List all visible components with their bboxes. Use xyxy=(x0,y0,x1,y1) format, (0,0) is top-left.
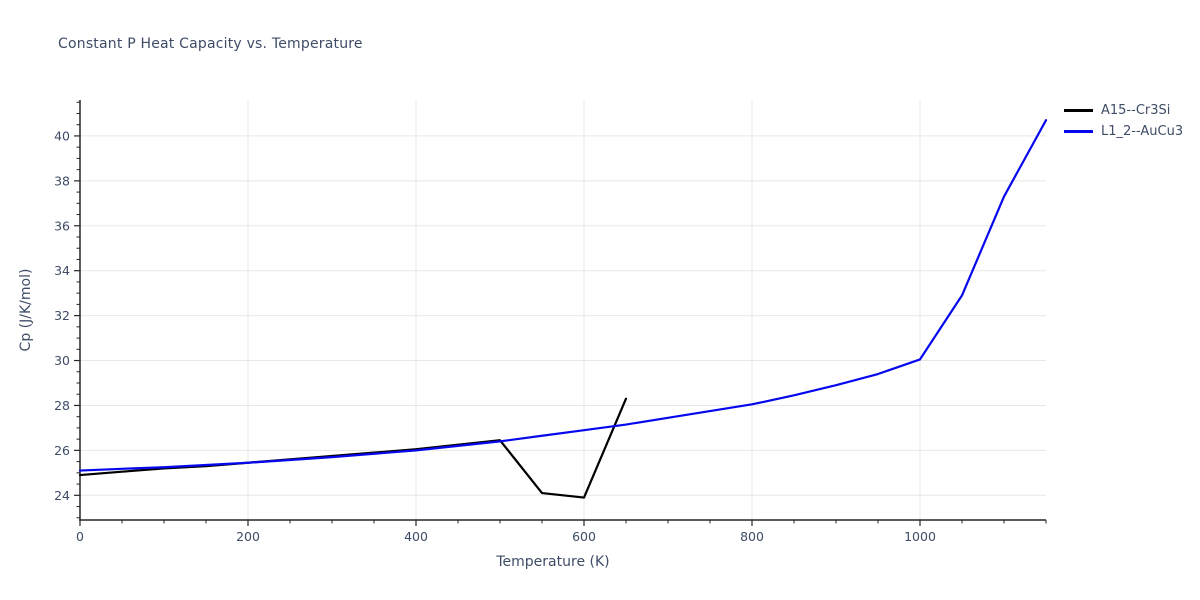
legend-entry: A15--Cr3Si xyxy=(1064,103,1183,118)
legend-line-swatch xyxy=(1064,130,1093,133)
y-tick-label-24: 24 xyxy=(54,488,70,503)
y-tick-label-28: 28 xyxy=(54,398,70,413)
series-line-L1-2-AuCu3 xyxy=(78,119,1048,472)
legend-entry: L1_2--AuCu3 xyxy=(1064,124,1183,139)
x-tick-label-0: 0 xyxy=(76,529,84,544)
y-tick-label-34: 34 xyxy=(54,263,70,278)
y-axis-title: Cp (J/K/mol) xyxy=(18,268,34,352)
x-axis-title: Temperature (K) xyxy=(496,554,610,570)
x-tick-label-800: 800 xyxy=(740,529,764,544)
y-tick-label-30: 30 xyxy=(54,353,70,368)
x-tick-label-1000: 1000 xyxy=(904,529,936,544)
chart-title: Constant P Heat Capacity vs. Temperature xyxy=(58,36,363,52)
x-tick-label-600: 600 xyxy=(572,529,596,544)
y-tick-label-40: 40 xyxy=(54,128,70,143)
legend: A15--Cr3Si L1_2--AuCu3 xyxy=(1064,103,1183,139)
x-tick-label-200: 200 xyxy=(236,529,260,544)
series-line-A15-Cr3Si xyxy=(78,397,628,499)
y-tick-label-32: 32 xyxy=(54,308,70,323)
legend-label: A15--Cr3Si xyxy=(1101,103,1171,118)
y-tick-label-38: 38 xyxy=(54,173,70,188)
legend-line-swatch xyxy=(1064,109,1093,112)
legend-label: L1_2--AuCu3 xyxy=(1101,124,1184,139)
y-tick-label-36: 36 xyxy=(54,218,70,233)
x-tick-label-400: 400 xyxy=(404,529,428,544)
y-tick-label-26: 26 xyxy=(54,443,70,458)
